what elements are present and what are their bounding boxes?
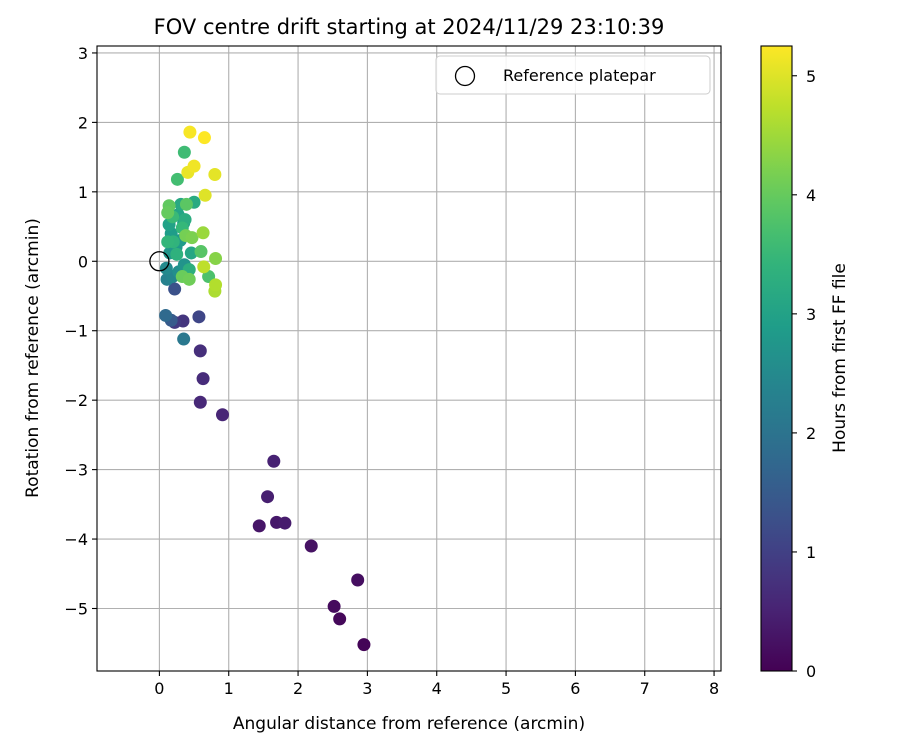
x-tick-label: 7: [640, 679, 650, 698]
chart-title: FOV centre drift starting at 2024/11/29 …: [154, 15, 665, 39]
x-tick-label: 2: [293, 679, 303, 698]
x-tick-label: 1: [224, 679, 234, 698]
legend-label: Reference platepar: [503, 66, 656, 85]
scatter-point: [351, 573, 365, 587]
scatter-point: [177, 332, 191, 346]
colorbar-gradient: [760, 45, 793, 672]
colorbar-tick-label: 0: [806, 662, 816, 681]
scatter-points: [149, 125, 371, 652]
x-axis-label: Angular distance from reference (arcmin): [233, 714, 585, 734]
scatter-point: [209, 278, 223, 292]
colorbar-tick-label: 2: [806, 424, 816, 443]
y-tick-label: −5: [64, 600, 88, 619]
scatter-point: [198, 188, 212, 202]
y-tick-label: −2: [64, 391, 88, 410]
scatter-point: [179, 197, 193, 211]
y-tick-label: 0: [78, 252, 88, 271]
y-tick-label: −3: [64, 461, 88, 480]
x-tick-label: 0: [154, 679, 164, 698]
y-tick-label: −4: [64, 530, 88, 549]
scatter-point: [193, 395, 207, 409]
x-tick-label: 8: [709, 679, 719, 698]
scatter-point: [208, 167, 222, 181]
colorbar-tick-label: 3: [806, 305, 816, 324]
x-tick-label: 5: [501, 679, 511, 698]
scatter-point: [177, 145, 191, 159]
scatter-point: [196, 226, 210, 240]
scatter-point: [185, 231, 199, 245]
y-tick-label: 2: [78, 113, 88, 132]
scatter-point: [161, 206, 175, 220]
axis-ticks: 0 1 2 3 4 5 6 7 8 3 2 1 0 −1 −2 −3 −4 −5: [64, 44, 719, 698]
x-tick-label: 6: [570, 679, 580, 698]
colorbar-tick-label: 5: [806, 67, 816, 86]
scatter-point: [192, 310, 206, 324]
scatter-point: [187, 159, 201, 173]
colorbar: 0 1 2 3 4 5 Hours from first FF file: [760, 45, 850, 681]
scatter-point: [304, 539, 318, 553]
x-tick-label: 4: [432, 679, 442, 698]
scatter-point: [327, 599, 341, 613]
scatter-point: [252, 519, 266, 533]
y-tick-label: −1: [64, 322, 88, 341]
scatter-point: [209, 252, 223, 265]
legend: Reference platepar: [435, 55, 711, 95]
scatter-point: [267, 454, 281, 468]
scatter-point: [170, 247, 184, 261]
scatter-point: [261, 490, 275, 504]
scatter-point: [183, 125, 197, 139]
colorbar-tick-label: 1: [806, 543, 816, 562]
x-tick-label: 3: [362, 679, 372, 698]
scatter-point: [278, 516, 292, 530]
scatter-point: [193, 344, 207, 358]
scatter-point: [168, 282, 182, 296]
scatter-point: [333, 612, 347, 626]
legend-box: [435, 55, 711, 95]
colorbar-tick-label: 4: [806, 186, 816, 205]
grid: [97, 46, 721, 671]
legend-reference-marker: [454, 65, 476, 87]
scatter-point: [357, 638, 371, 652]
colorbar-ticks: 0 1 2 3 4 5: [792, 67, 816, 681]
scatter-point: [194, 245, 208, 259]
scatter-point: [197, 131, 211, 145]
scatter-point: [184, 246, 198, 260]
scatter-point: [196, 372, 210, 386]
colorbar-label: Hours from first FF file: [830, 263, 850, 453]
y-tick-label: 3: [78, 44, 88, 63]
y-axis-label: Rotation from reference (arcmin): [23, 218, 43, 498]
scatter-point: [170, 172, 184, 186]
scatter-point: [161, 235, 175, 249]
scatter-point: [197, 260, 211, 274]
scatter-point: [182, 272, 196, 286]
plot-frame: [96, 45, 722, 672]
scatter-point: [159, 308, 173, 322]
reference-platepar-marker: [149, 251, 170, 272]
y-tick-label: 1: [78, 183, 88, 202]
scatter-point: [215, 408, 229, 422]
